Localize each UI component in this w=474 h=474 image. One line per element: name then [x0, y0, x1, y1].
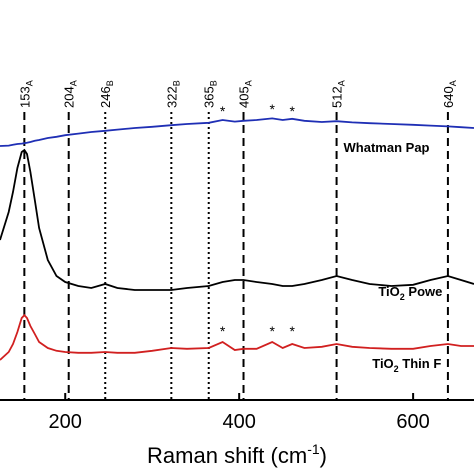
- peak-number: 640: [441, 86, 456, 108]
- x-tick-label: 200: [49, 411, 82, 433]
- series-label: TiO2 Powe: [378, 284, 442, 302]
- peak-label: 246B: [98, 80, 115, 108]
- peak-label: 512A: [330, 80, 347, 108]
- peak-phase: A: [337, 80, 347, 86]
- series-label-sub: 2: [394, 364, 399, 374]
- peak-phase: A: [24, 80, 34, 86]
- annotation: *: [220, 103, 226, 119]
- x-axis-title: Raman shift (cm-1): [147, 441, 327, 468]
- peak-phase: B: [171, 80, 181, 86]
- peak-phase: B: [209, 80, 219, 86]
- spectrum-line: [0, 117, 474, 147]
- annotation: *: [269, 323, 275, 339]
- annotation: *: [290, 103, 296, 119]
- peak-phase: A: [69, 80, 79, 86]
- series-label-sub: 2: [400, 292, 405, 302]
- series-label-text: TiO: [378, 284, 399, 299]
- spectrum-line: [0, 148, 474, 291]
- peak-number: 512: [330, 86, 345, 108]
- peak-label: 322B: [164, 80, 181, 108]
- peak-phase: A: [448, 80, 458, 86]
- peak-number: 246: [98, 86, 113, 108]
- peak-label: 405A: [237, 80, 254, 108]
- peak-phase: A: [244, 80, 254, 86]
- series-label: TiO2 Thin F: [372, 356, 441, 374]
- series-label: Whatman Pap: [344, 140, 430, 155]
- annotation: *: [269, 101, 275, 117]
- series-label-text: Powe: [405, 284, 443, 299]
- peak-label: 365B: [202, 80, 219, 108]
- annotation: *: [220, 323, 226, 339]
- series-label-text: Thin F: [399, 356, 442, 371]
- peak-label: 640A: [441, 80, 458, 108]
- peak-number: 204: [62, 86, 77, 108]
- spectrum-line: [0, 313, 474, 361]
- series-label-text: TiO: [372, 356, 393, 371]
- x-tick-label: 400: [222, 411, 255, 433]
- peak-label: 204A: [62, 80, 79, 108]
- peak-phase: B: [105, 80, 115, 86]
- peak-number: 153: [17, 86, 32, 108]
- peak-number: 405: [237, 86, 252, 108]
- series-label-text: Whatman Pap: [344, 140, 430, 155]
- peak-number: 365: [202, 86, 217, 108]
- peak-number: 322: [164, 86, 179, 108]
- x-tick-label: 600: [396, 411, 429, 433]
- peak-label: 153A: [17, 80, 34, 108]
- annotation: *: [290, 323, 296, 339]
